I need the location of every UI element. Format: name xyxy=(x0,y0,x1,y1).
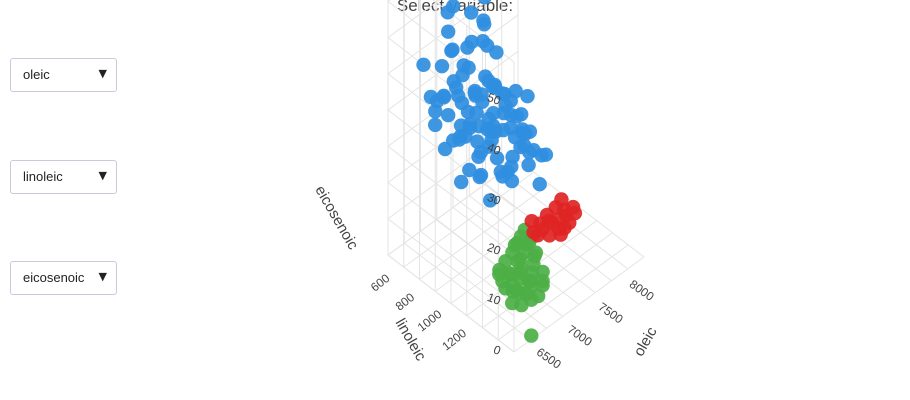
x-variable-dropdown[interactable]: oleic ▼ xyxy=(10,58,117,92)
y-variable-dropdown[interactable]: linoleic ▼ xyxy=(10,160,117,194)
data-point-series-0[interactable] xyxy=(444,43,459,59)
data-point-series-0[interactable] xyxy=(440,5,455,20)
data-point-series-2[interactable] xyxy=(565,199,581,215)
data-point-series-0[interactable] xyxy=(469,105,484,121)
z-axis-title: eicosenoic xyxy=(311,183,361,253)
data-point-series-2[interactable] xyxy=(530,228,545,243)
data-point-series-0[interactable] xyxy=(483,193,498,208)
y-tick-label: 600 xyxy=(368,271,393,295)
data-point-series-0[interactable] xyxy=(477,17,492,32)
data-point-series-0[interactable] xyxy=(503,120,518,136)
data-point-series-0[interactable] xyxy=(520,89,535,104)
x-tick-label: 8000 xyxy=(627,277,657,304)
data-point-series-0[interactable] xyxy=(504,159,519,174)
data-point-series-0[interactable] xyxy=(464,5,479,20)
data-point-series-0[interactable] xyxy=(489,151,505,166)
back-wall-grid-line xyxy=(387,0,441,38)
data-point-series-1[interactable] xyxy=(524,328,539,343)
data-point-series-0[interactable] xyxy=(423,89,439,105)
side-wall-grid-line xyxy=(387,109,515,208)
data-point-series-0[interactable] xyxy=(485,79,500,94)
floor-grid-line xyxy=(497,244,629,341)
data-point-series-0[interactable] xyxy=(509,109,525,124)
data-point-series-0[interactable] xyxy=(473,167,489,183)
data-point-series-0[interactable] xyxy=(470,134,485,149)
data-point-series-0[interactable] xyxy=(454,174,469,190)
data-point-series-0[interactable] xyxy=(434,58,450,74)
back-wall-grid-line xyxy=(387,14,519,111)
data-point-series-0[interactable] xyxy=(471,149,486,164)
data-point-series-0[interactable] xyxy=(464,34,479,50)
y-tick-label: 1000 xyxy=(415,307,445,335)
data-point-series-0[interactable] xyxy=(441,24,456,39)
x-tick-label: 7500 xyxy=(596,300,626,327)
data-point-series-0[interactable] xyxy=(436,88,451,104)
data-point-series-1[interactable] xyxy=(502,266,517,281)
y-variable-selected-label: linoleic xyxy=(23,169,63,184)
z-tick-label: 50 xyxy=(485,90,503,108)
data-point-series-0[interactable] xyxy=(504,173,520,189)
data-point-series-2[interactable] xyxy=(554,192,569,207)
data-point-series-0[interactable] xyxy=(451,88,466,104)
data-point-series-0[interactable] xyxy=(467,83,483,99)
data-point-series-0[interactable] xyxy=(515,125,530,141)
data-point-series-0[interactable] xyxy=(521,157,536,173)
triangle-down-icon: ▼ xyxy=(98,169,107,182)
x-tick-label: 6500 xyxy=(534,345,564,372)
data-point-series-0[interactable] xyxy=(452,132,467,147)
data-point-series-2[interactable] xyxy=(553,227,568,242)
z-tick-label: 20 xyxy=(485,240,503,258)
data-point-series-0[interactable] xyxy=(416,57,431,72)
data-point-series-0[interactable] xyxy=(462,162,477,178)
data-point-series-0[interactable] xyxy=(481,111,497,127)
data-point-series-0[interactable] xyxy=(441,108,456,123)
y-tick-label: 1200 xyxy=(439,326,469,354)
data-point-series-0[interactable] xyxy=(453,118,469,133)
x-axis-title: oleic xyxy=(630,324,660,360)
x-variable-selected-label: oleic xyxy=(23,67,50,82)
data-point-series-0[interactable] xyxy=(508,83,523,99)
data-point-series-0[interactable] xyxy=(478,0,492,5)
triangle-down-icon: ▼ xyxy=(98,270,107,283)
z-variable-selected-label: eicosenoic xyxy=(23,270,85,285)
z-tick-label: 0 xyxy=(492,342,503,358)
floor-grid-line xyxy=(517,159,645,258)
z-tick-label: 30 xyxy=(485,190,503,208)
back-wall-grid-line xyxy=(387,0,490,75)
data-point-series-0[interactable] xyxy=(489,45,504,60)
data-point-series-0[interactable] xyxy=(475,94,490,110)
chart-points xyxy=(416,0,583,343)
z-variable-dropdown[interactable]: eicosenoic ▼ xyxy=(10,261,117,295)
data-point-series-0[interactable] xyxy=(428,117,443,133)
triangle-down-icon: ▼ xyxy=(98,67,107,80)
z-tick-label: 40 xyxy=(485,140,503,158)
z-tick-label: 10 xyxy=(485,290,503,308)
data-point-series-0[interactable] xyxy=(513,139,528,155)
data-point-series-0[interactable] xyxy=(484,132,499,148)
data-point-series-0[interactable] xyxy=(437,141,453,157)
x-tick-label: 7000 xyxy=(565,322,595,349)
y-tick-label: 800 xyxy=(393,290,418,314)
data-point-series-1[interactable] xyxy=(528,245,544,260)
data-point-series-0[interactable] xyxy=(455,68,470,83)
data-point-series-1[interactable] xyxy=(535,264,550,280)
data-point-series-0[interactable] xyxy=(534,148,549,163)
data-point-series-0[interactable] xyxy=(532,177,547,192)
